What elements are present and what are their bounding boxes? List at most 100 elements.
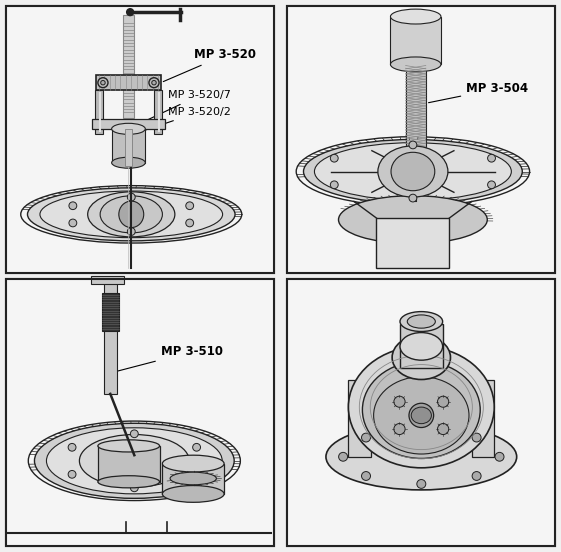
Circle shape	[409, 141, 417, 149]
Circle shape	[127, 227, 135, 235]
Ellipse shape	[391, 152, 435, 191]
Ellipse shape	[400, 311, 443, 331]
Bar	[390, 17, 441, 65]
Bar	[6, 279, 274, 546]
Circle shape	[98, 78, 108, 88]
Bar	[154, 91, 162, 134]
Ellipse shape	[407, 315, 435, 328]
Circle shape	[101, 81, 105, 85]
Bar	[162, 464, 224, 494]
Bar	[287, 6, 555, 273]
Circle shape	[472, 433, 481, 442]
Text: MP 3-520/7: MP 3-520/7	[145, 91, 231, 121]
Bar	[98, 446, 159, 482]
Ellipse shape	[47, 428, 222, 494]
Circle shape	[488, 155, 495, 162]
Bar	[376, 218, 449, 268]
Circle shape	[69, 219, 77, 227]
Ellipse shape	[100, 196, 163, 233]
Bar	[287, 279, 555, 546]
Ellipse shape	[88, 192, 175, 237]
Circle shape	[69, 202, 77, 210]
Bar	[112, 129, 145, 163]
Text: MP 3-520/2: MP 3-520/2	[144, 107, 231, 131]
Ellipse shape	[34, 423, 234, 498]
Circle shape	[361, 471, 370, 480]
Ellipse shape	[411, 407, 431, 424]
Bar	[92, 119, 165, 129]
Bar	[104, 282, 117, 394]
Ellipse shape	[27, 188, 235, 241]
Circle shape	[186, 219, 194, 227]
Ellipse shape	[98, 476, 159, 488]
Ellipse shape	[98, 440, 159, 452]
Bar	[91, 276, 125, 284]
Bar	[287, 6, 555, 273]
Ellipse shape	[112, 157, 145, 168]
Circle shape	[68, 470, 76, 478]
Circle shape	[417, 425, 426, 434]
Bar	[6, 279, 274, 546]
Bar	[6, 6, 274, 273]
Bar	[96, 75, 161, 91]
Ellipse shape	[304, 140, 522, 204]
Ellipse shape	[326, 424, 517, 490]
Bar	[123, 15, 134, 118]
Circle shape	[130, 430, 138, 438]
Ellipse shape	[112, 123, 145, 134]
Circle shape	[330, 181, 338, 189]
Bar	[6, 6, 274, 273]
Ellipse shape	[314, 142, 512, 200]
Bar	[287, 279, 555, 546]
Ellipse shape	[392, 335, 450, 380]
Circle shape	[149, 78, 159, 88]
Circle shape	[495, 453, 504, 461]
Ellipse shape	[338, 196, 488, 244]
Circle shape	[186, 202, 194, 210]
Ellipse shape	[378, 146, 448, 197]
Bar	[6, 279, 274, 546]
Circle shape	[130, 484, 138, 492]
Circle shape	[339, 453, 348, 461]
Circle shape	[151, 81, 156, 85]
Circle shape	[192, 470, 200, 478]
Bar	[287, 6, 555, 273]
Circle shape	[127, 193, 135, 201]
Circle shape	[361, 433, 370, 442]
Circle shape	[394, 423, 405, 434]
Circle shape	[438, 396, 449, 407]
Circle shape	[409, 194, 417, 202]
Bar	[102, 293, 119, 331]
Ellipse shape	[400, 332, 443, 360]
Ellipse shape	[119, 201, 144, 227]
Circle shape	[472, 471, 481, 480]
Ellipse shape	[162, 486, 224, 502]
Circle shape	[127, 9, 134, 15]
Ellipse shape	[40, 191, 223, 238]
Ellipse shape	[374, 376, 469, 454]
Bar	[6, 6, 274, 273]
Circle shape	[394, 396, 405, 407]
Ellipse shape	[390, 57, 441, 72]
Circle shape	[68, 443, 76, 451]
Text: MP 3-510: MP 3-510	[117, 345, 223, 371]
Circle shape	[488, 181, 495, 189]
Bar	[400, 325, 443, 369]
Bar	[125, 129, 132, 166]
Circle shape	[417, 480, 426, 489]
Ellipse shape	[348, 347, 494, 468]
Ellipse shape	[362, 361, 480, 458]
Text: MP 3-504: MP 3-504	[429, 82, 528, 103]
Text: MP 3-520: MP 3-520	[163, 49, 256, 82]
Bar	[472, 380, 494, 457]
Circle shape	[330, 155, 338, 162]
Ellipse shape	[80, 434, 189, 487]
Circle shape	[409, 403, 434, 427]
Ellipse shape	[162, 455, 224, 472]
Circle shape	[192, 443, 200, 451]
Bar	[95, 91, 103, 134]
Circle shape	[438, 423, 449, 434]
Bar	[348, 380, 371, 457]
Bar	[406, 65, 426, 147]
Bar	[287, 279, 555, 546]
